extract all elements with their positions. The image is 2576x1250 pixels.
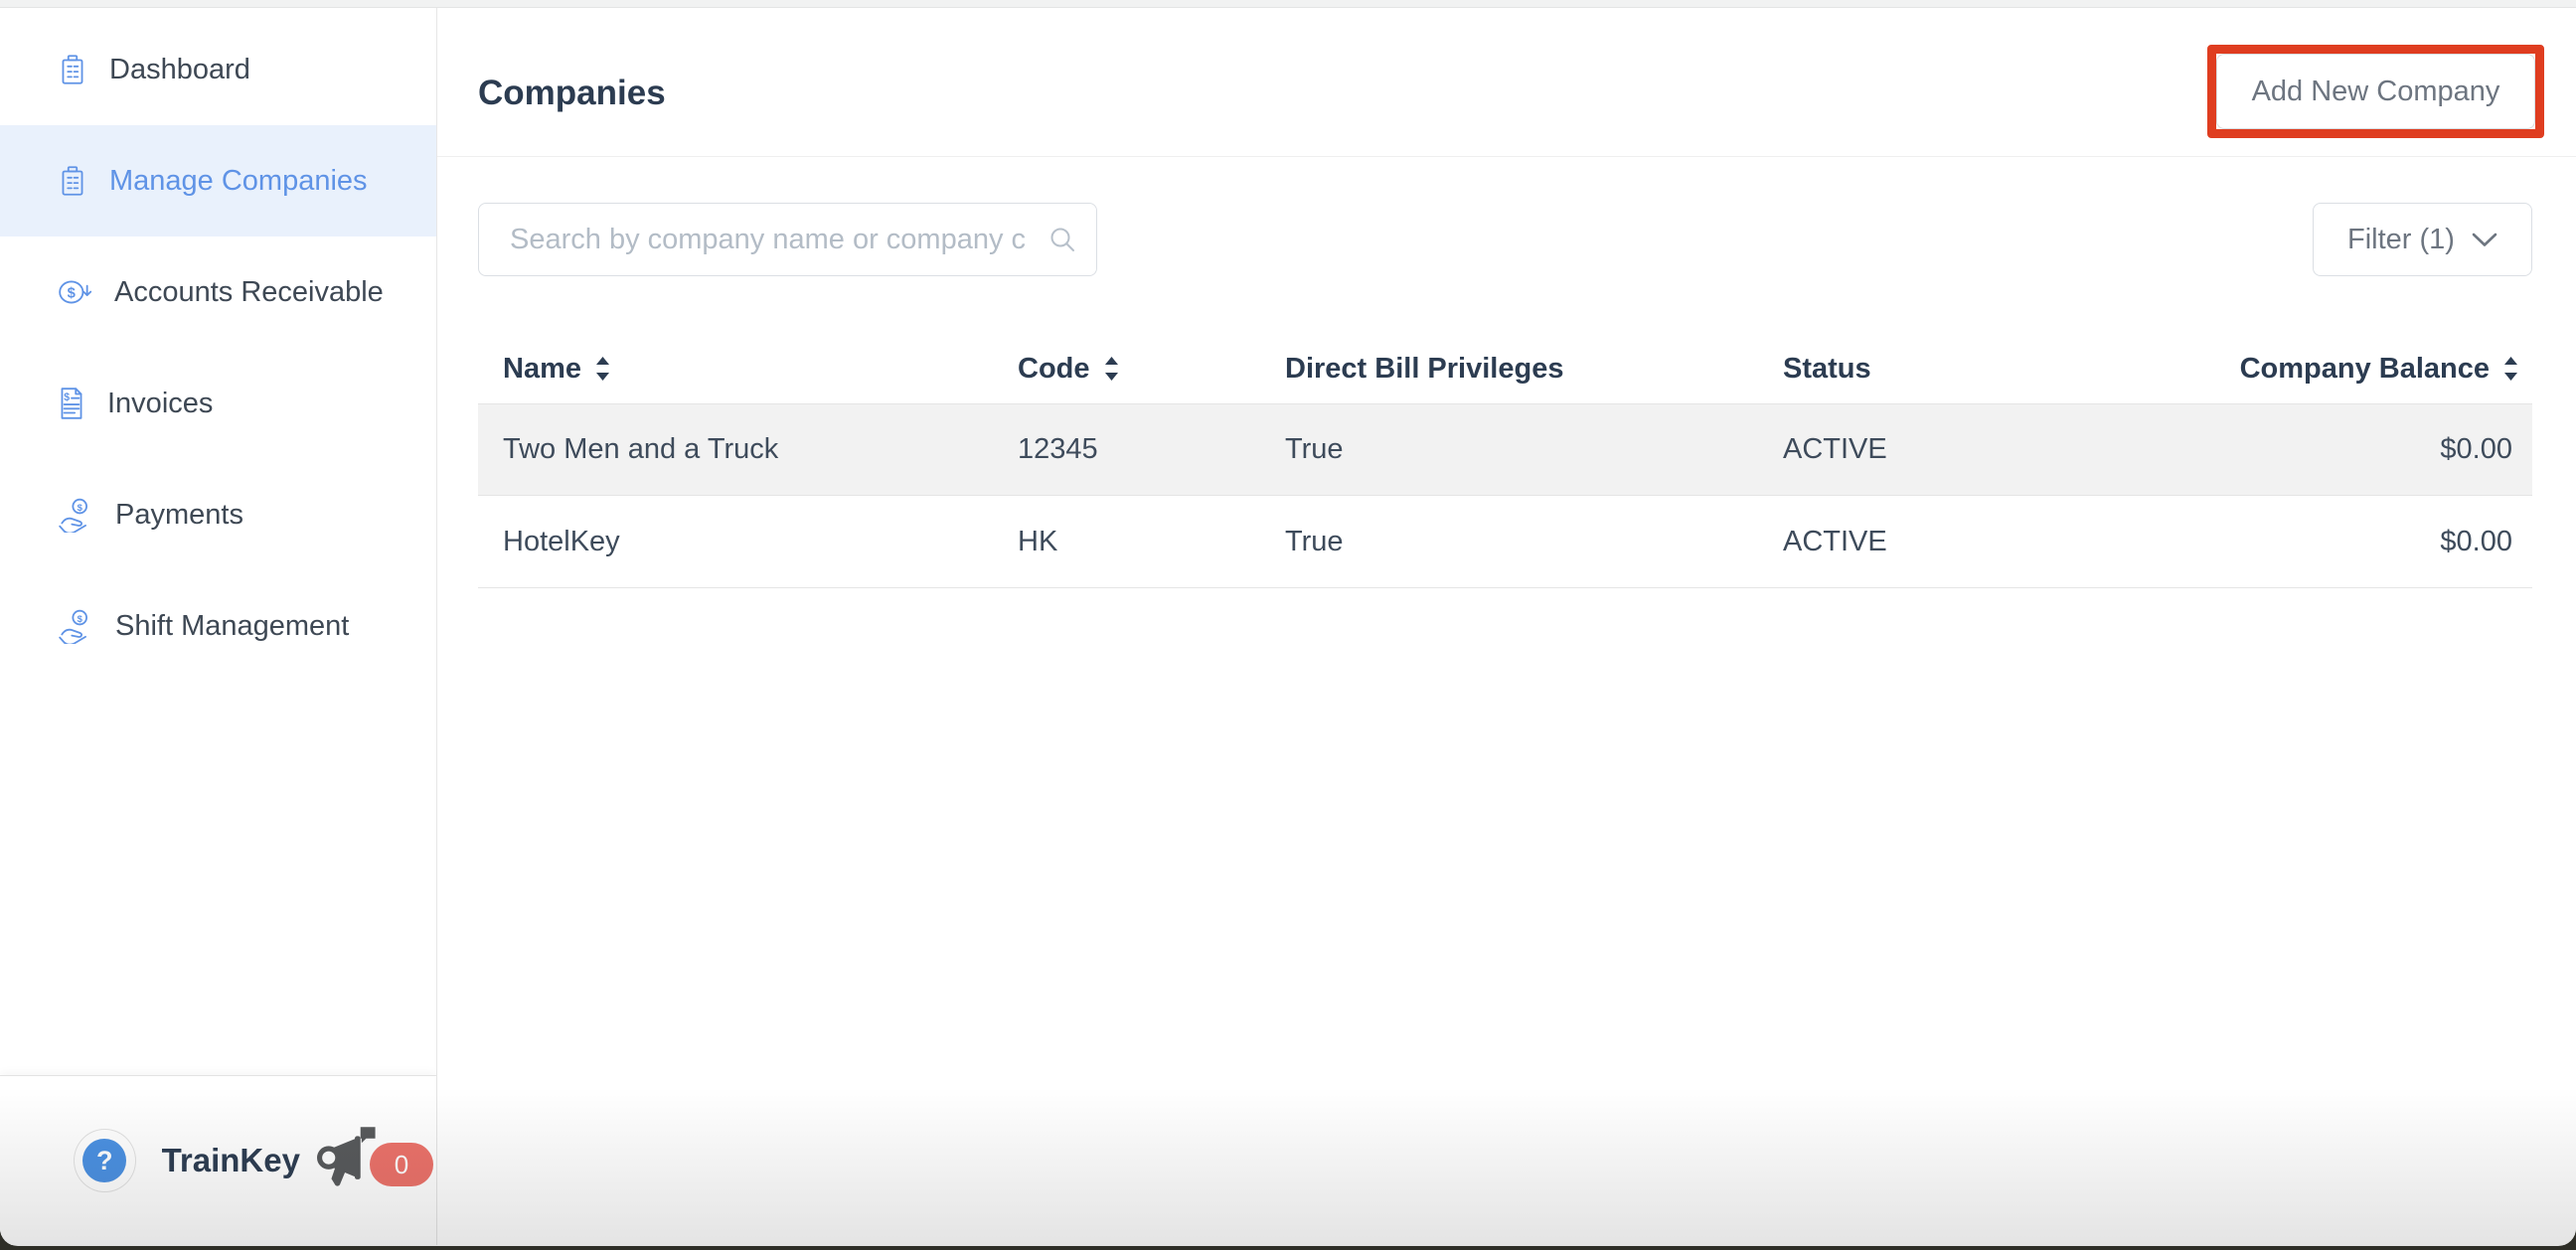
cell-balance: $0.00	[2440, 433, 2512, 465]
column-header-code[interactable]: Code	[1018, 353, 1285, 386]
cell-code: HK	[1018, 525, 1058, 557]
building-icon	[57, 52, 88, 87]
sidebar-item-label: Invoices	[107, 387, 214, 419]
page-title: Companies	[478, 74, 666, 112]
megaphone-icon	[316, 1127, 376, 1186]
column-header-status: Status	[1783, 352, 1871, 385]
svg-text:$: $	[78, 503, 83, 514]
sidebar-item-label: Accounts Receivable	[114, 275, 384, 308]
search-field-wrap	[478, 203, 1097, 276]
svg-text:$: $	[64, 391, 70, 403]
sort-icon	[1104, 357, 1118, 381]
question-mark-icon: ?	[82, 1139, 127, 1182]
page-header: Companies Add New Company	[437, 8, 2576, 157]
invoice-document-icon: $	[57, 386, 86, 421]
sidebar-item-label: Shift Management	[115, 609, 350, 642]
cell-balance: $0.00	[2440, 525, 2512, 557]
sidebar-item-label: Payments	[115, 498, 243, 531]
svg-text:$: $	[68, 285, 77, 301]
column-header-company-balance[interactable]: Company Balance	[2200, 353, 2532, 386]
search-input[interactable]	[478, 203, 1097, 276]
sort-icon	[596, 357, 609, 381]
sidebar-item-accounts-receivable[interactable]: $ Accounts Receivable	[0, 236, 436, 348]
sidebar-item-label: Manage Companies	[109, 164, 368, 197]
add-new-company-button[interactable]: Add New Company	[2216, 54, 2535, 129]
cell-name: HotelKey	[503, 525, 620, 557]
sidebar-item-invoices[interactable]: $ Invoices	[0, 348, 436, 459]
announcement-count-badge: 0	[369, 1143, 433, 1186]
sidebar: Dashboard Manage Companies	[0, 8, 437, 1245]
table-header-row: Name Code Direct Bill Privileges	[478, 334, 2532, 403]
filter-button[interactable]: Filter (1)	[2313, 203, 2532, 276]
main-content: Companies Add New Company Filter (1)	[437, 8, 2576, 1245]
building-icon	[57, 163, 88, 199]
sidebar-item-manage-companies[interactable]: Manage Companies	[0, 125, 436, 236]
brand-trainkey: TrainKey	[161, 1142, 300, 1178]
filter-label: Filter (1)	[2347, 223, 2455, 255]
toolbar: Filter (1)	[478, 203, 2532, 276]
sidebar-nav: Dashboard Manage Companies	[0, 8, 436, 682]
dollar-circle-arrow-icon: $	[57, 276, 93, 308]
hand-coin-icon: $	[57, 497, 94, 533]
sidebar-item-shift-management[interactable]: $ Shift Management	[0, 570, 436, 682]
sort-icon	[2504, 357, 2517, 381]
announcements-button[interactable]: 0	[312, 1121, 436, 1200]
table-row[interactable]: HotelKey HK True ACTIVE $0.00	[478, 496, 2532, 588]
sidebar-footer: ? TrainKey 0	[0, 1075, 436, 1245]
sidebar-item-payments[interactable]: $ Payments	[0, 459, 436, 570]
companies-table: Name Code Direct Bill Privileges	[478, 334, 2532, 588]
cell-name: Two Men and a Truck	[503, 433, 779, 465]
cell-status: ACTIVE	[1783, 433, 1887, 465]
cell-direct-bill: True	[1285, 433, 1344, 465]
table-row[interactable]: Two Men and a Truck 12345 True ACTIVE $0…	[478, 403, 2532, 496]
column-header-name[interactable]: Name	[478, 353, 1018, 386]
cell-status: ACTIVE	[1783, 525, 1887, 557]
column-header-direct-bill: Direct Bill Privileges	[1285, 352, 1564, 385]
cell-code: 12345	[1018, 433, 1098, 465]
hand-coin-icon: $	[57, 608, 94, 644]
annotation-highlight-box: Add New Company	[2207, 45, 2544, 138]
window-top-strip	[0, 0, 2576, 8]
cell-direct-bill: True	[1285, 525, 1344, 557]
sidebar-item-label: Dashboard	[109, 53, 250, 85]
svg-text:$: $	[78, 614, 83, 625]
sidebar-item-dashboard[interactable]: Dashboard	[0, 14, 436, 125]
chevron-down-icon	[2472, 233, 2497, 246]
help-button[interactable]: ?	[74, 1129, 136, 1192]
